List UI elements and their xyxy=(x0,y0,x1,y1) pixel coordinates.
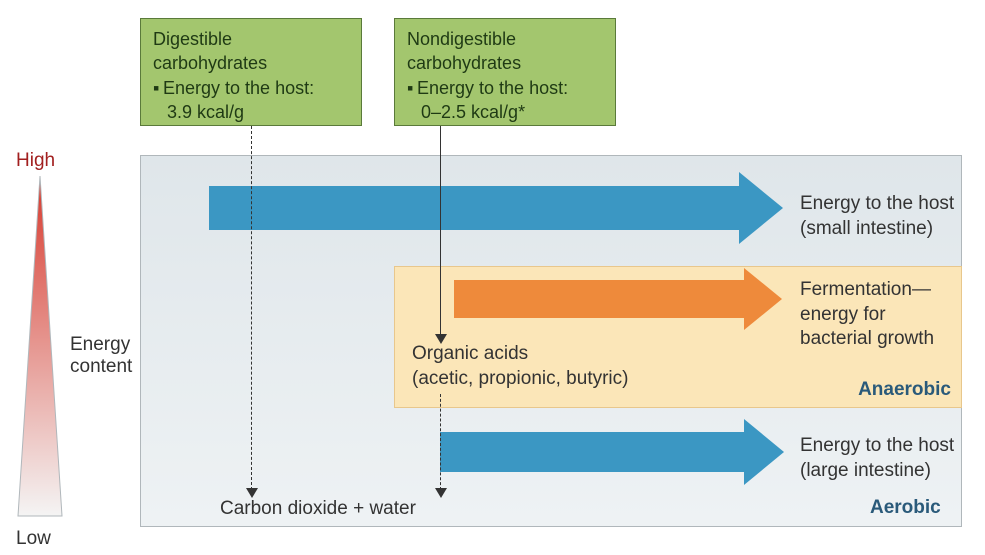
organic-acids-label: Organic acids (acetic, propionic, butyri… xyxy=(412,342,628,391)
carbon-dioxide-water-label: Carbon dioxide + water xyxy=(220,498,416,520)
box-nondigestible-bullet: Energy to the host: xyxy=(417,76,568,100)
box-nondigestible-value: 0–2.5 kcal/g* xyxy=(407,100,603,124)
box-digestible-line2: carbohydrates xyxy=(153,51,349,75)
box-digestible-bullet: Energy to the host: xyxy=(163,76,314,100)
scale-low-label: Low xyxy=(16,528,51,550)
connector-nondigestible-to-organic xyxy=(440,126,441,336)
scale-energy-line2: content xyxy=(70,356,132,377)
box-digestible-title: Digestible xyxy=(153,27,349,51)
connector-digestible-down xyxy=(251,126,252,490)
box-digestible-value: 3.9 kcal/g xyxy=(153,100,349,124)
aerobic-label: Aerobic xyxy=(870,497,941,519)
scale-triangle-icon xyxy=(15,173,65,519)
label-fermentation: Fermentation— energy for bacterial growt… xyxy=(800,278,934,352)
anaerobic-label: Anaerobic xyxy=(858,379,951,401)
box-digestible: Digestible carbohydrates ▪ Energy to the… xyxy=(140,18,362,126)
box-nondigestible: Nondigestible carbohydrates ▪ Energy to … xyxy=(394,18,616,126)
label-energy-small-intestine: Energy to the host (small intestine) xyxy=(800,192,954,241)
scale-high-label: High xyxy=(16,150,55,172)
arrow-energy-large-intestine xyxy=(440,419,784,485)
scale-energy-label: Energy content xyxy=(70,334,132,378)
box-nondigestible-title: Nondigestible xyxy=(407,27,603,51)
arrow-energy-small-intestine xyxy=(209,172,783,244)
arrow-fermentation xyxy=(454,268,782,330)
scale-energy-line1: Energy xyxy=(70,334,130,355)
connector-organic-down xyxy=(440,394,441,490)
bullet-icon: ▪ xyxy=(153,76,163,100)
diagram-stage: Anaerobic Aerobic Digestible carbohydrat… xyxy=(0,0,985,555)
box-nondigestible-line2: carbohydrates xyxy=(407,51,603,75)
bullet-icon: ▪ xyxy=(407,76,417,100)
label-energy-large-intestine: Energy to the host (large intestine) xyxy=(800,434,954,483)
